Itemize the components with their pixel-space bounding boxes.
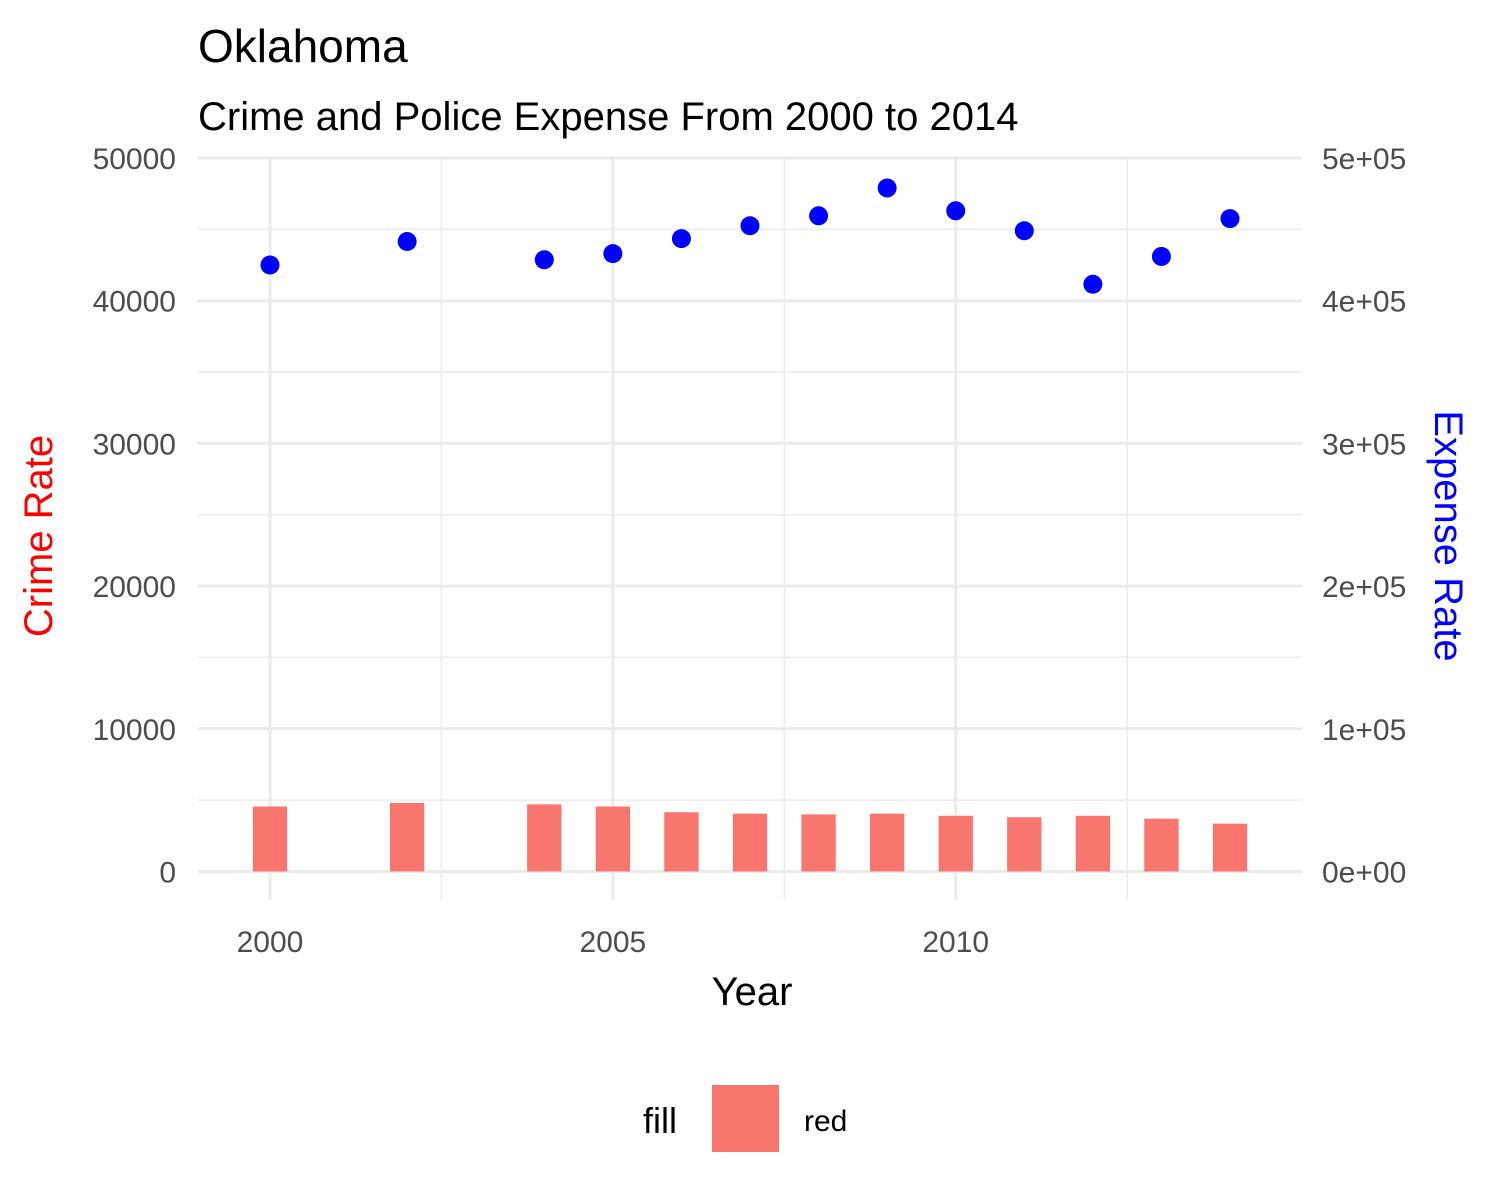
expense-rate-point bbox=[946, 201, 966, 221]
crime-rate-bar bbox=[1075, 815, 1110, 872]
y-right-tick-label: 0e+00 bbox=[1322, 856, 1406, 889]
y-right-tick-label: 4e+05 bbox=[1322, 286, 1406, 319]
y-right-tick-label: 2e+05 bbox=[1322, 571, 1406, 604]
crime-rate-bar bbox=[870, 813, 905, 872]
legend: fill red bbox=[643, 1085, 847, 1152]
expense-rate-point bbox=[671, 229, 691, 249]
crime-rate-bar bbox=[595, 806, 630, 872]
expense-rate-point bbox=[1083, 274, 1103, 294]
expense-rate-point bbox=[740, 216, 760, 236]
y-left-tick-label: 0 bbox=[159, 856, 176, 889]
crime-rate-bar bbox=[664, 812, 699, 872]
y-right-tick-label: 1e+05 bbox=[1322, 714, 1406, 747]
x-tick-label: 2010 bbox=[922, 926, 989, 959]
crime-rate-bar bbox=[527, 804, 562, 872]
y-right-tick-label: 3e+05 bbox=[1322, 428, 1406, 461]
legend-key-swatch bbox=[712, 1085, 779, 1152]
chart-subtitle: Crime and Police Expense From 2000 to 20… bbox=[198, 95, 1018, 139]
y-left-tick-label: 40000 bbox=[93, 286, 176, 319]
crime-rate-bar bbox=[1212, 823, 1248, 872]
expense-rate-point bbox=[1220, 209, 1240, 229]
y-right-tick-label: 5e+05 bbox=[1322, 143, 1406, 176]
crime-rate-bar bbox=[1144, 818, 1179, 872]
x-tick-label: 2005 bbox=[579, 926, 646, 959]
crime-rate-bars bbox=[252, 802, 1248, 872]
crime-rate-bar bbox=[732, 813, 768, 872]
grid bbox=[198, 156, 1302, 900]
y-left-tick-label: 10000 bbox=[93, 714, 176, 747]
legend-label: red bbox=[804, 1105, 847, 1138]
expense-rate-point bbox=[877, 178, 897, 198]
x-tick-label: 2000 bbox=[237, 926, 304, 959]
tick-labels: 2000 2005 2010 0 10000 20000 30000 40000 50000 0e… bbox=[93, 143, 1407, 959]
expense-rate-point bbox=[603, 244, 623, 264]
expense-rate-point bbox=[397, 231, 417, 251]
y-left-tick-label: 30000 bbox=[93, 428, 176, 461]
expense-rate-point bbox=[809, 206, 829, 226]
chart-title: Oklahoma bbox=[198, 20, 408, 72]
legend-title: fill bbox=[643, 1100, 677, 1141]
expense-rate-point bbox=[260, 255, 280, 275]
y-axis-left-title: Crime Rate bbox=[17, 435, 61, 637]
y-left-tick-label: 50000 bbox=[93, 143, 176, 176]
crime-rate-bar bbox=[1007, 817, 1042, 872]
crime-rate-bar bbox=[801, 814, 836, 872]
crime-rate-bar bbox=[252, 806, 288, 872]
expense-rate-point bbox=[534, 250, 554, 270]
y-axis-right-title: Expense Rate bbox=[1426, 410, 1470, 661]
x-axis-title: Year bbox=[712, 970, 793, 1014]
expense-rate-point bbox=[1151, 246, 1171, 266]
crime-rate-bar bbox=[938, 815, 973, 872]
crime-rate-bar bbox=[390, 802, 425, 872]
expense-rate-point bbox=[1014, 221, 1034, 241]
y-left-tick-label: 20000 bbox=[93, 571, 176, 604]
expense-rate-points bbox=[260, 178, 1240, 294]
